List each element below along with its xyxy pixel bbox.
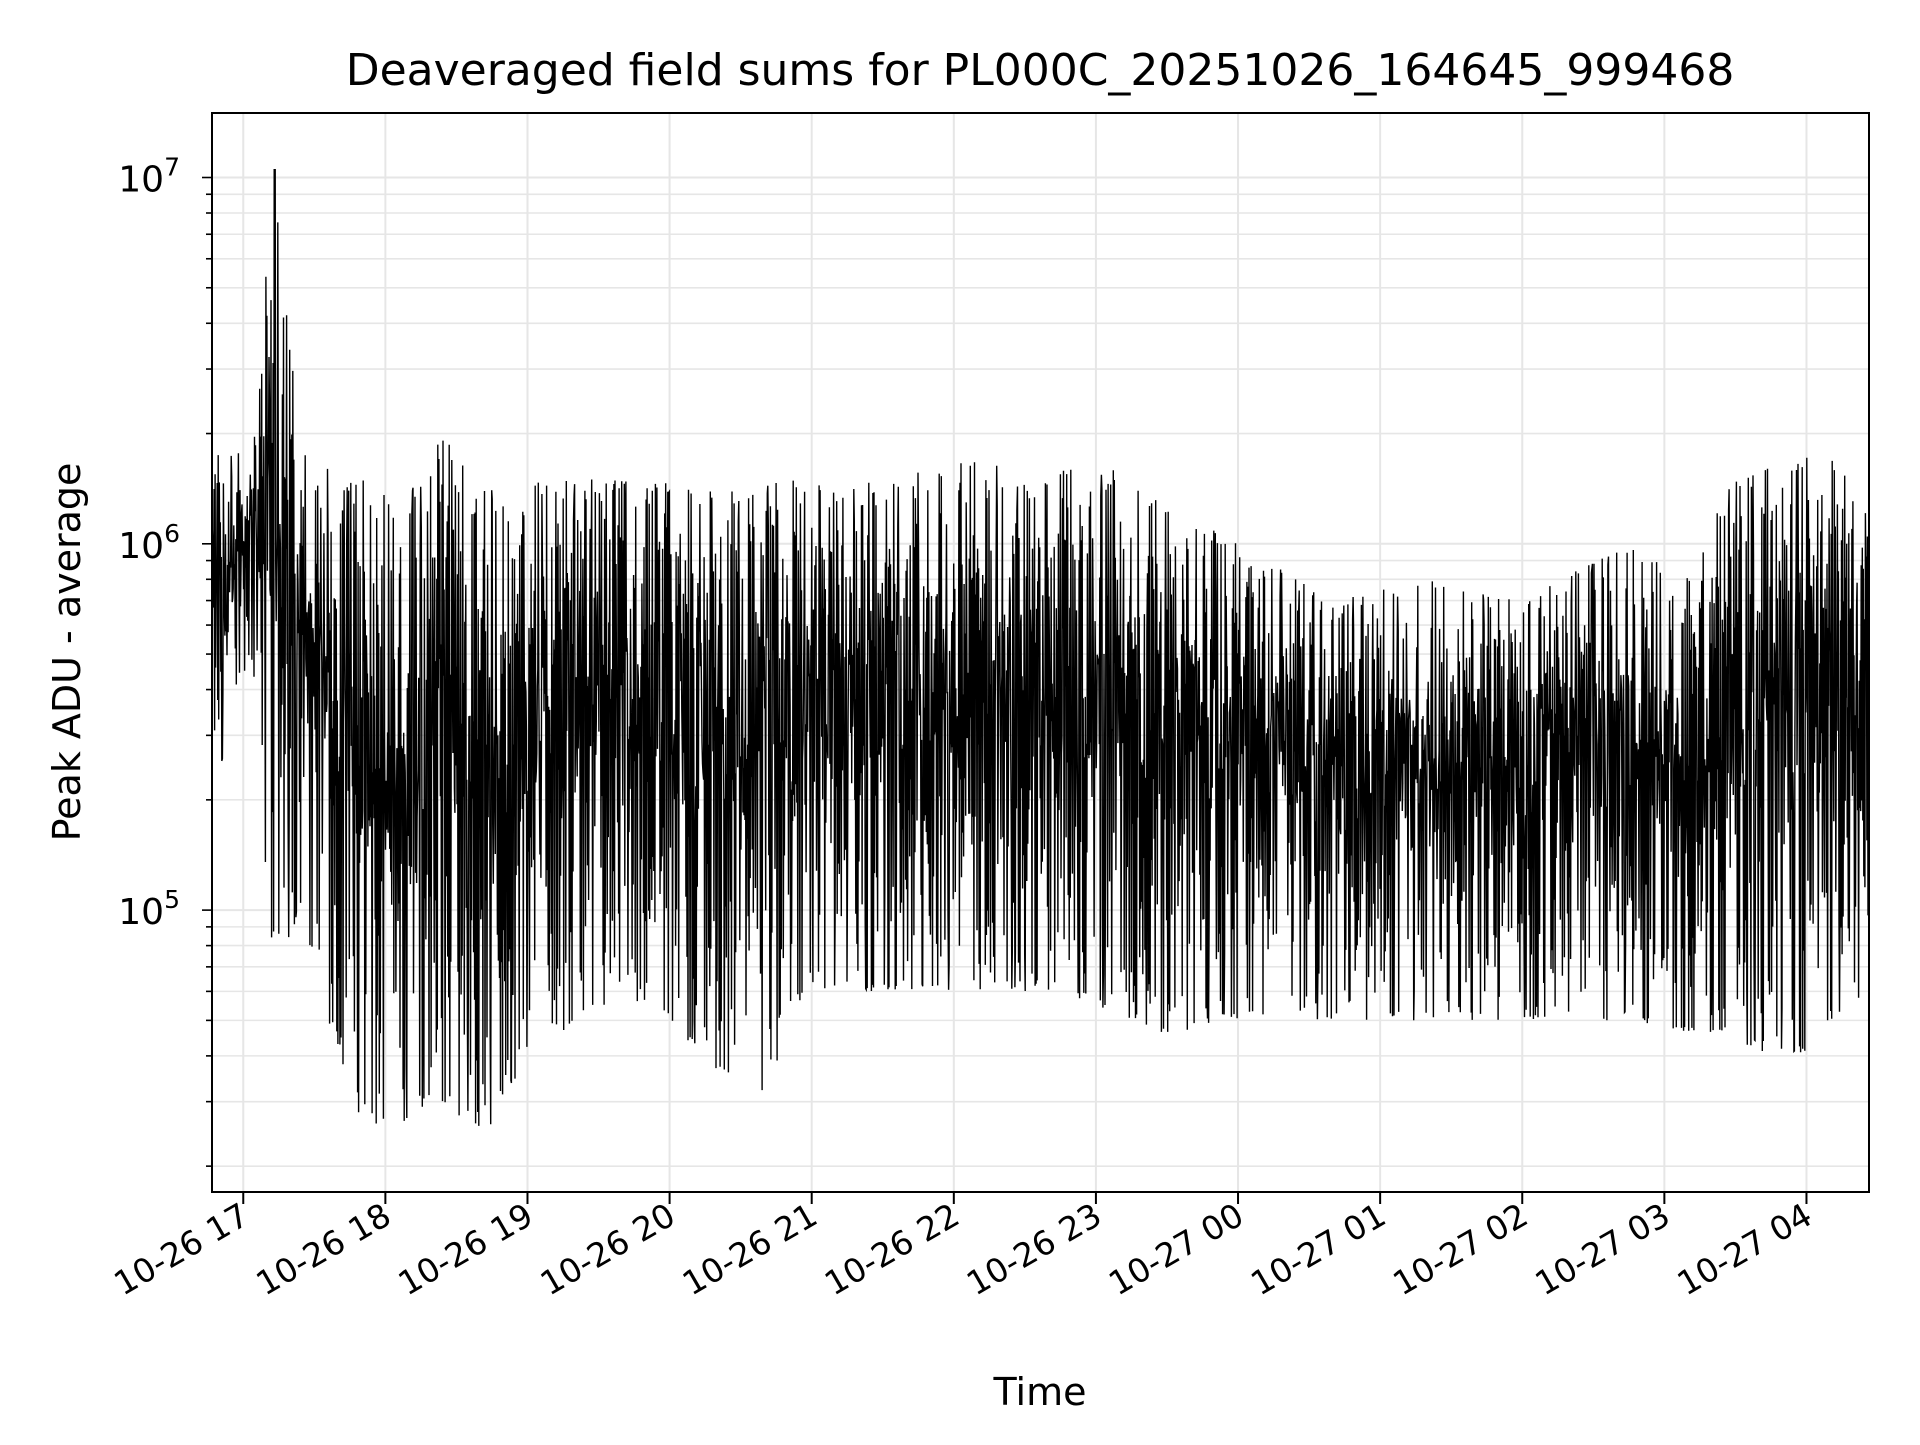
y-axis-label: Peak ADU - average bbox=[45, 463, 89, 842]
y-tick-label: 106 bbox=[118, 519, 180, 567]
plot-frame bbox=[211, 112, 1870, 1193]
chart-title: Deaveraged field sums for PL000C_2025102… bbox=[346, 45, 1735, 96]
y-tick-exponent: 7 bbox=[164, 153, 180, 182]
y-tick-exponent: 5 bbox=[164, 885, 180, 914]
y-tick-label: 107 bbox=[118, 153, 180, 201]
y-tick-base: 10 bbox=[118, 892, 164, 933]
y-tick-base: 10 bbox=[118, 160, 164, 201]
y-tick-base: 10 bbox=[118, 526, 164, 567]
series-line-field-sums bbox=[211, 169, 1870, 1126]
x-axis-label: Time bbox=[993, 1370, 1087, 1414]
y-tick-exponent: 6 bbox=[164, 519, 180, 548]
data-layer bbox=[211, 169, 1870, 1126]
y-tick-label: 105 bbox=[118, 885, 180, 933]
